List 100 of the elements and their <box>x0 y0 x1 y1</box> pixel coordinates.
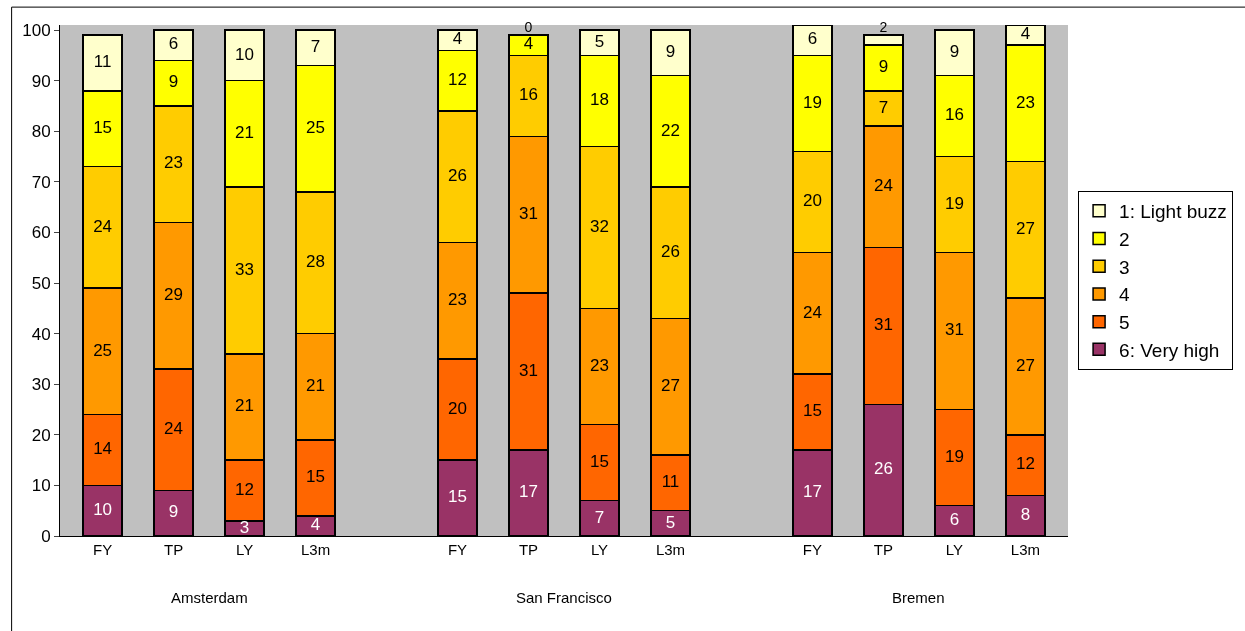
text: Bremen <box>892 589 945 606</box>
data-label: 4 <box>1020 24 1031 44</box>
data-label: 9 <box>168 72 179 92</box>
legend-label: 3 <box>1119 256 1130 278</box>
data-label: 4 <box>310 515 321 535</box>
data-label: 9 <box>665 42 676 62</box>
data-label: 29 <box>164 284 184 304</box>
data-label: 3 <box>239 517 250 537</box>
x-tick-label: LY <box>945 541 964 558</box>
data-label: 11 <box>93 52 112 72</box>
data-label: 24 <box>802 302 822 322</box>
data-label: 7 <box>594 507 605 527</box>
data-label: 4 <box>523 34 534 54</box>
x-tick-label: L3m <box>1010 541 1040 558</box>
data-label: 25 <box>93 340 113 360</box>
data-label: 20 <box>802 191 822 211</box>
data-label: 9 <box>949 42 960 62</box>
data-label: 18 <box>590 90 609 110</box>
data-label: 7 <box>878 97 889 117</box>
data-label: 21 <box>306 376 326 395</box>
data-label: 25 <box>306 117 326 137</box>
data-label: 0 <box>524 18 533 35</box>
x-tick-label: FY <box>802 541 823 558</box>
data-label: 26 <box>873 459 893 479</box>
data-label: 6 <box>807 29 818 49</box>
data-label: 28 <box>306 252 326 272</box>
y-tick-label: 100 <box>22 21 51 41</box>
data-label: 24 <box>93 216 113 236</box>
legend-label: 2 <box>1119 228 1130 250</box>
data-label: 33 <box>235 259 255 279</box>
legend-label: 6: Very high <box>1119 339 1220 361</box>
data-label: 14 <box>93 439 113 459</box>
y-tick-label: 90 <box>31 71 51 91</box>
data-label: 17 <box>802 482 822 502</box>
text: San Francisco <box>516 589 612 606</box>
data-label: 22 <box>661 120 680 140</box>
data-label: 31 <box>944 320 964 340</box>
data-label: 23 <box>448 289 467 309</box>
data-label: 5 <box>665 512 676 532</box>
data-label: 21 <box>235 396 255 416</box>
data-label: 24 <box>164 419 184 438</box>
x-tick-label: TP <box>518 541 539 558</box>
data-label: 8 <box>1020 505 1031 525</box>
y-tick-label: 40 <box>31 324 51 344</box>
data-label: 31 <box>873 315 893 335</box>
data-label: 15 <box>93 117 113 137</box>
data-label: 15 <box>802 401 822 421</box>
y-tick-label: 60 <box>31 223 51 243</box>
y-tick-label: 20 <box>31 425 51 445</box>
data-label: 6 <box>168 34 179 54</box>
data-label: 23 <box>590 355 609 375</box>
data-label: 26 <box>448 166 467 186</box>
legend-label: 4 <box>1119 284 1131 306</box>
x-tick-label: LY <box>590 541 609 558</box>
data-label: 10 <box>93 499 113 519</box>
data-label: 17 <box>519 482 538 502</box>
data-label: 12 <box>235 479 255 499</box>
data-label: 7 <box>310 37 321 57</box>
data-label: 16 <box>519 85 538 105</box>
y-tick-label: 30 <box>31 375 51 395</box>
x-tick-label: TP <box>873 541 894 558</box>
data-label: 21 <box>235 123 255 143</box>
data-label: 27 <box>1015 355 1035 375</box>
legend-label: 1: Light buzz <box>1119 201 1227 223</box>
data-label: 12 <box>448 69 467 89</box>
data-label: 11 <box>661 472 680 492</box>
data-label: 26 <box>661 241 680 261</box>
data-label: 10 <box>235 44 255 64</box>
data-label: 19 <box>944 193 964 213</box>
data-label: 9 <box>168 502 179 522</box>
data-label: 24 <box>873 176 893 196</box>
data-label: 15 <box>448 487 467 507</box>
data-label: 2 <box>879 18 888 35</box>
data-label: 27 <box>1015 219 1035 239</box>
data-label: 9 <box>878 57 889 77</box>
y-tick-label: 0 <box>41 526 51 546</box>
text: Amsterdam <box>171 589 248 606</box>
data-label: 12 <box>1015 454 1035 474</box>
data-label: 20 <box>448 398 467 418</box>
data-label: 15 <box>590 451 609 471</box>
y-tick-label: 70 <box>31 172 51 192</box>
y-tick-label: 10 <box>31 476 51 496</box>
data-label: 31 <box>519 360 538 380</box>
x-tick-label: L3m <box>655 541 686 558</box>
x-tick-label: L3m <box>300 541 331 558</box>
data-label: 27 <box>661 376 680 395</box>
x-tick-label: FY <box>93 541 113 558</box>
data-label: 19 <box>802 92 822 112</box>
y-tick-label: 50 <box>31 273 51 293</box>
x-tick-label: TP <box>163 541 184 558</box>
data-label: 6 <box>949 510 960 530</box>
data-label: 19 <box>944 446 964 466</box>
data-label: 4 <box>452 29 463 49</box>
data-label: 32 <box>590 216 609 236</box>
data-label: 5 <box>594 31 605 51</box>
data-label: 23 <box>164 153 184 173</box>
x-tick-label: FY <box>447 541 468 558</box>
legend-label: 5 <box>1119 312 1130 334</box>
y-tick-label: 80 <box>31 122 51 142</box>
data-label: 31 <box>519 203 538 223</box>
